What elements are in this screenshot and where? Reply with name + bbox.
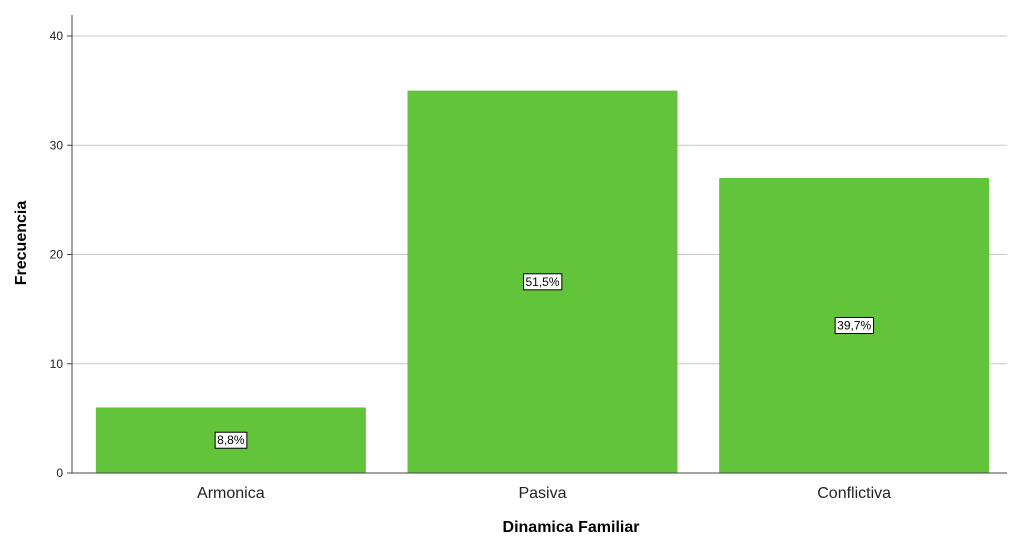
data-labels: 8,8% 51,5% 39,7% xyxy=(214,273,875,449)
y-tick-label: 30 xyxy=(50,138,64,152)
y-tick-label: 40 xyxy=(50,29,64,43)
y-tick-label: 20 xyxy=(50,248,64,262)
axes xyxy=(71,15,1007,474)
y-tick-label: 10 xyxy=(50,357,64,371)
x-category-label: Conflictiva xyxy=(817,485,891,502)
y-tick-label: 0 xyxy=(56,466,63,480)
svg-text:39,7%: 39,7% xyxy=(837,319,871,333)
x-category-label: Armonica xyxy=(197,485,265,502)
data-label: 51,5% xyxy=(522,273,563,291)
data-label: 39,7% xyxy=(834,317,875,335)
svg-text:51,5%: 51,5% xyxy=(525,275,559,289)
y-axis-title: Frecuencia xyxy=(13,201,30,286)
y-ticks: 0 10 20 30 40 xyxy=(50,29,72,480)
data-label: 8,8% xyxy=(214,431,248,449)
x-categories: Armonica Pasiva Conflictiva xyxy=(197,485,891,502)
x-axis-title: Dinamica Familiar xyxy=(503,519,640,536)
x-category-label: Pasiva xyxy=(518,485,566,502)
svg-text:8,8%: 8,8% xyxy=(217,433,245,447)
